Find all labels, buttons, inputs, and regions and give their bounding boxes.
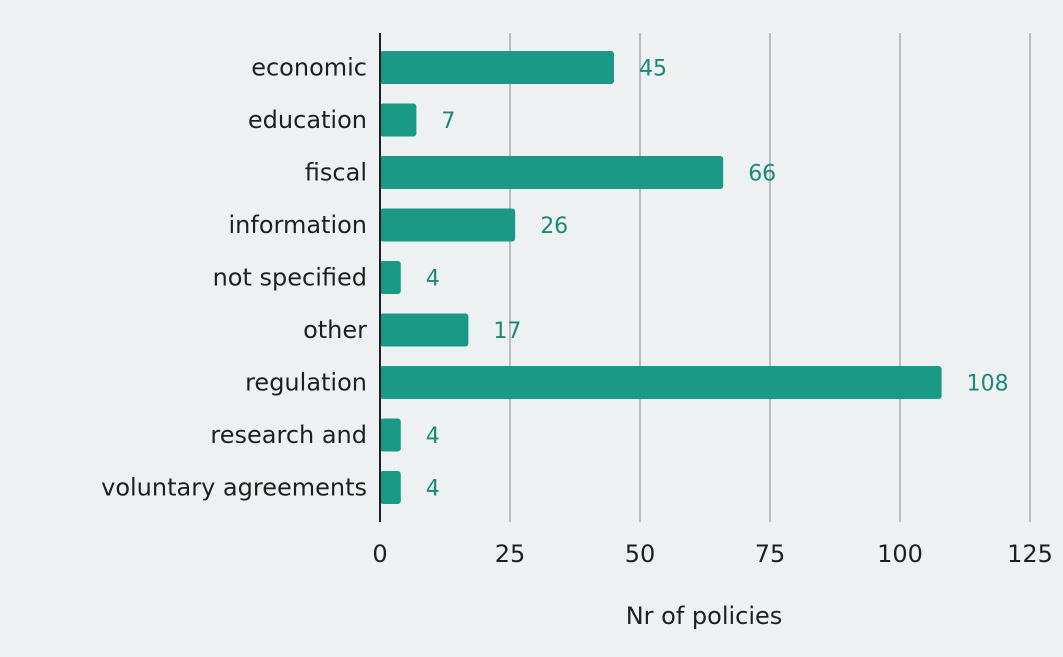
bar: [380, 51, 614, 84]
value-label: 26: [540, 214, 568, 239]
x-tick-label: 75: [755, 540, 786, 568]
bar: [380, 261, 401, 294]
x-tick-label: 50: [625, 540, 656, 568]
value-label: 108: [967, 372, 1009, 397]
x-tick-label: 25: [495, 540, 526, 568]
value-label: 66: [748, 162, 776, 187]
x-axis-title: Nr of policies: [626, 602, 783, 630]
gridlines: [509, 33, 1031, 522]
value-label: 4: [426, 477, 440, 502]
bar: [380, 418, 401, 452]
category-label: fiscal: [305, 159, 367, 187]
value-label: 7: [441, 109, 455, 134]
bar: [380, 208, 516, 242]
category-labels: economic education fiscal information not sp…: [101, 54, 367, 502]
category-label: voluntary agreements: [101, 474, 367, 502]
x-tick-label: 0: [372, 540, 387, 568]
category-label: economic: [251, 54, 367, 82]
x-tick-label: 125: [1007, 540, 1053, 568]
value-labels: 45 7 66 26 4 17 108 4 4: [426, 57, 1009, 502]
category-label: other: [303, 316, 367, 344]
x-tick-labels: 0 25 50 75 100 125: [372, 540, 1053, 568]
category-label: research and: [210, 421, 367, 449]
bar: [380, 471, 401, 504]
value-label: 4: [426, 424, 440, 449]
category-label: information: [228, 211, 367, 239]
bars: [380, 51, 942, 504]
bar: [380, 103, 417, 137]
x-tick-label: 100: [877, 540, 923, 568]
value-label: 45: [639, 57, 667, 82]
value-label: 4: [426, 267, 440, 292]
category-label: regulation: [245, 369, 367, 397]
bar: [380, 313, 469, 347]
category-label: education: [248, 106, 367, 134]
bar: [380, 366, 942, 399]
bar: [380, 156, 724, 189]
category-label: not specified: [213, 264, 367, 292]
value-label: 17: [493, 319, 521, 344]
